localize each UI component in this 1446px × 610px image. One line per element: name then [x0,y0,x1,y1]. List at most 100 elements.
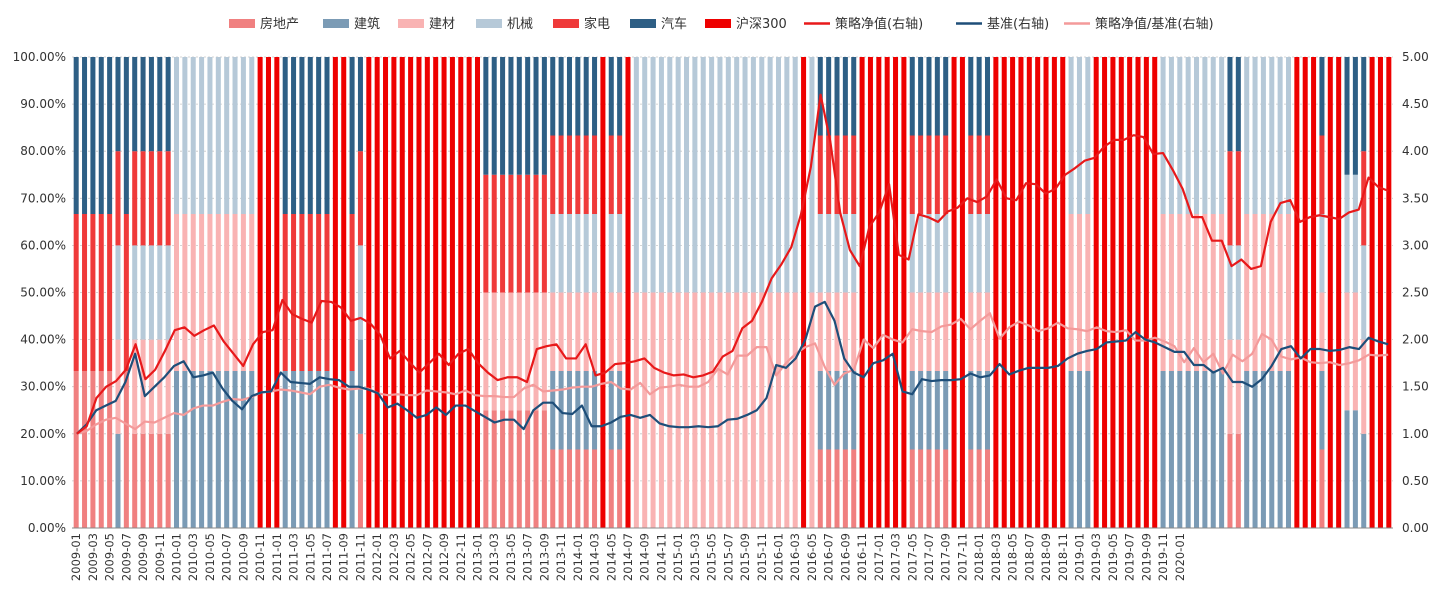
bar-segment [934,449,940,528]
legend-swatch [398,19,424,28]
bar-segment [550,371,556,450]
legend-label: 策略净值(右轴) [835,16,923,32]
bar-segment [876,57,882,528]
bar-segment [1269,214,1275,371]
bar-segment [1361,57,1367,152]
legend-item: 汽车 [630,16,687,32]
bar-segment [157,339,163,434]
bar-segment [516,292,522,411]
bar-segment [1260,371,1266,528]
bar-segment [1035,57,1041,528]
x-tick-label: 2009-09 [136,533,150,581]
bar-segment [1260,57,1266,214]
bar-segment [1060,57,1066,528]
bar-segment [299,371,305,528]
bar-segment [533,57,539,175]
legend-item: 策略净值(右轴) [804,16,923,32]
bar-segment [717,57,723,293]
bar-segment [508,174,514,293]
bar-segment [592,135,598,214]
bar-segment [449,57,455,528]
bar-segment [307,57,313,214]
bar-segment [165,57,171,152]
bar-segment [1177,214,1183,371]
bar-segment [1235,151,1241,246]
bar-segment [1051,57,1057,528]
x-tick-label: 2014-03 [588,533,602,581]
bar-segment [583,135,589,214]
bar-segment [282,371,288,528]
bar-segment [1076,57,1082,214]
legend-label: 家电 [584,16,610,32]
bar-segment [199,371,205,528]
bar-segment [424,57,430,528]
bar-segment [291,371,297,528]
bar-segment [1252,57,1258,214]
bar-segment [667,57,673,293]
bar-segment [608,371,614,450]
bar-segment [934,214,940,293]
legend-item: 策略净值/基准(右轴) [1064,16,1214,32]
bar-segment [792,292,798,528]
bar-segment [174,57,180,214]
x-tick-label: 2016-07 [822,533,836,581]
bar-segment [976,292,982,371]
bar-segment [199,57,205,214]
x-tick-label: 2017-01 [872,533,886,581]
bar-segment [148,433,154,528]
bar-segment [525,57,531,175]
bar-segment [918,449,924,528]
bar-segment [1386,57,1392,528]
x-tick-label: 2018-05 [1006,533,1020,581]
bar-segment [1235,245,1241,340]
bar-segment [943,449,949,528]
legend-label: 策略净值/基准(右轴) [1095,16,1214,32]
legend-item: 沪深300 [705,16,787,32]
bar-segment [884,57,890,528]
bar-segment [826,135,832,214]
bar-segment [734,57,740,293]
bar-segment [1194,371,1200,528]
legend-label: 汽车 [661,16,687,32]
x-tick-label: 2010-11 [253,533,267,581]
bar-segment [826,449,832,528]
bar-segment [851,449,857,528]
bar-segment [984,57,991,136]
bar-segment [700,57,706,293]
bar-segment [834,135,840,214]
bar-segment [1068,57,1074,214]
bar-segment [734,292,740,528]
bar-segment [1311,57,1317,528]
bar-segment [968,371,974,450]
bar-segment [550,57,556,136]
bar-segment [926,371,932,450]
bar-segment [148,151,154,246]
bar-segment [742,292,748,528]
x-tick-label: 2011-07 [320,533,334,581]
bar-segment [82,214,88,371]
bar-segment [349,57,355,214]
bar-segment [1219,214,1225,371]
bar-segment [1377,57,1383,528]
bar-segment [842,57,848,136]
bar-segment [1361,245,1367,340]
bar-segment [516,410,522,528]
bar-segment [650,57,656,293]
bar-segment [148,339,154,434]
x-tick-label: 2013-05 [504,533,518,581]
legend-swatch [705,19,731,28]
bar-segment [132,151,138,246]
bar-segment [1344,57,1350,175]
bar-segment [391,57,397,528]
bar-segment [107,57,113,214]
x-tick-label: 2018-01 [972,533,986,581]
bar-segment [684,292,690,528]
bar-segment [282,57,288,214]
bar-segment [918,57,924,136]
bar-segment [132,57,138,152]
x-tick-label: 2013-07 [521,533,535,581]
x-tick-label: 2016-03 [788,533,802,581]
bar-segment [642,57,648,293]
bar-segment [383,57,389,528]
bar-segment [575,135,581,214]
